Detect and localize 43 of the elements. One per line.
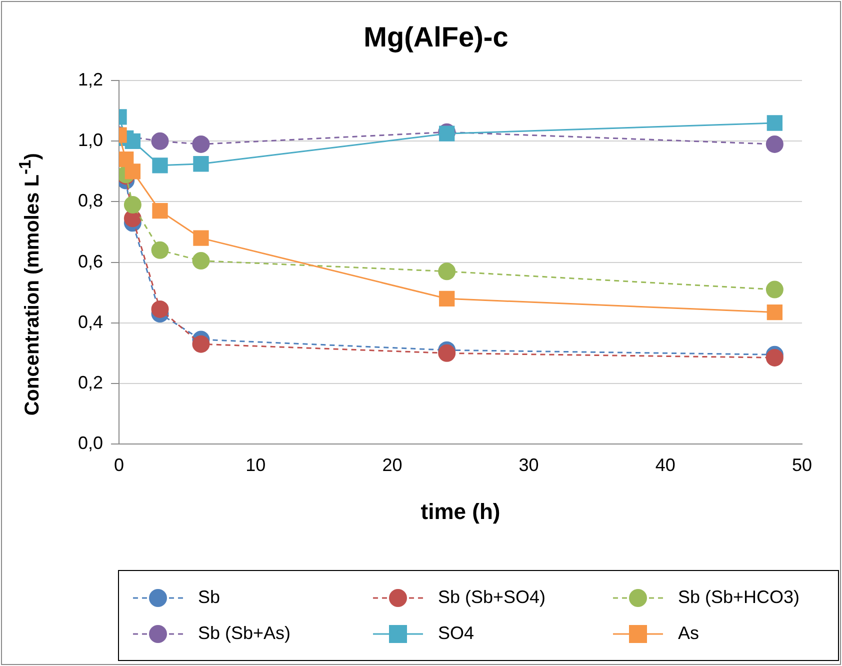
point [766, 348, 784, 366]
x-tick-label: 40 [655, 454, 676, 475]
point [151, 132, 169, 150]
point [766, 115, 782, 131]
point [151, 300, 169, 318]
legend-label: As [678, 622, 700, 643]
y-tick-label: 0,6 [78, 251, 104, 272]
point [438, 262, 456, 280]
point [124, 164, 141, 180]
x-tick-label: 0 [114, 454, 124, 475]
point [193, 156, 209, 172]
point [192, 135, 210, 153]
point [439, 126, 455, 142]
point [192, 252, 210, 270]
y-tick-label: 0,4 [78, 312, 104, 332]
x-tick-label: 10 [246, 454, 266, 475]
x-tick-label: 50 [792, 454, 812, 475]
legend-label: Sb (Sb+SO4) [438, 586, 546, 607]
x-tick-label: 30 [518, 454, 539, 475]
y-tick-label: 0,8 [78, 190, 104, 211]
point [193, 230, 209, 246]
point [439, 290, 455, 306]
point [192, 335, 210, 353]
point [766, 304, 782, 320]
point [151, 241, 169, 259]
y-tick-label: 1,0 [78, 130, 104, 150]
point [124, 133, 141, 149]
legend-label: Sb (Sb+As) [198, 622, 291, 643]
x-axis-title: time (h) [420, 498, 500, 524]
point [766, 280, 784, 298]
point [766, 135, 784, 153]
legend-label: Sb (Sb+HCO3) [678, 586, 800, 607]
legend-label: Sb [198, 586, 220, 607]
y-tick-label: 0,2 [78, 372, 104, 392]
x-tick-label: 20 [382, 454, 402, 475]
point [124, 196, 142, 214]
legend-label: SO4 [438, 622, 474, 643]
y-tick-label: 1,2 [78, 70, 104, 90]
point [438, 344, 456, 362]
y-tick-label: 0,0 [78, 432, 104, 453]
chart-title: Mg(AlFe)-c [364, 22, 508, 53]
point [152, 203, 168, 219]
point [152, 158, 168, 174]
